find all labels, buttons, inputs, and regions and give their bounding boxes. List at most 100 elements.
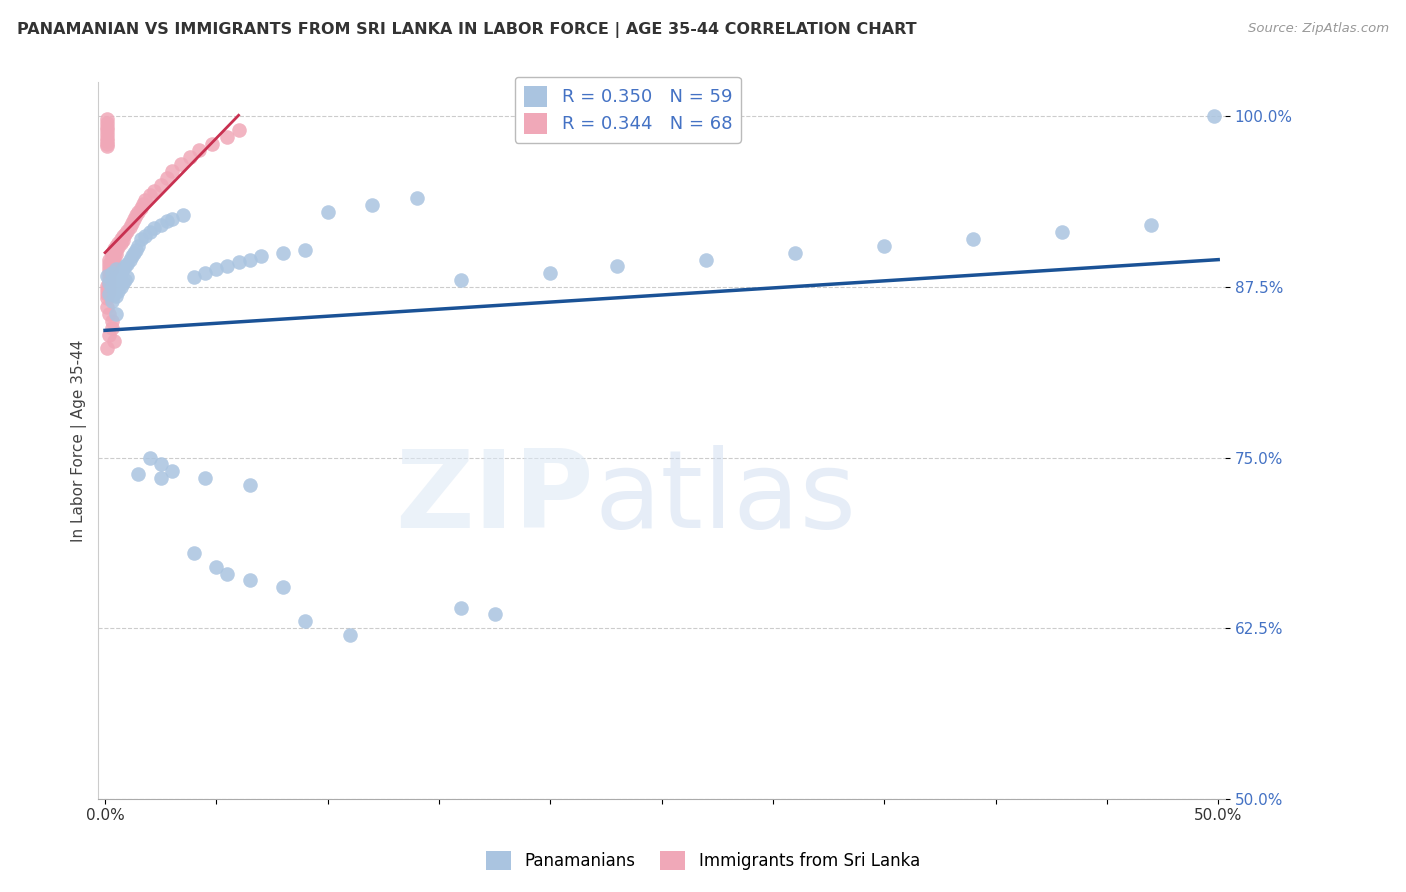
Point xyxy=(98,265,121,279)
Point xyxy=(98,285,121,300)
Point xyxy=(149,178,172,192)
Point xyxy=(117,257,139,271)
Point xyxy=(118,219,141,234)
Point xyxy=(239,574,262,588)
Point xyxy=(172,208,194,222)
Point xyxy=(96,120,118,135)
Point xyxy=(183,270,205,285)
Point xyxy=(695,252,717,267)
Text: Source: ZipAtlas.com: Source: ZipAtlas.com xyxy=(1249,22,1389,36)
Point xyxy=(149,458,172,472)
Point xyxy=(160,464,183,478)
Point xyxy=(98,277,121,292)
Point xyxy=(103,250,125,264)
Point xyxy=(450,600,472,615)
Point xyxy=(100,280,122,294)
Point xyxy=(127,467,149,481)
Point xyxy=(98,307,121,321)
Point xyxy=(111,262,134,277)
Point xyxy=(100,254,122,268)
Point xyxy=(114,227,136,241)
Point xyxy=(100,250,122,264)
Point xyxy=(111,276,134,290)
Point xyxy=(271,580,294,594)
Point xyxy=(98,257,121,271)
Point xyxy=(170,157,193,171)
Point xyxy=(96,116,118,130)
Point xyxy=(127,204,149,219)
Point xyxy=(339,628,361,642)
Point xyxy=(132,196,155,211)
Point xyxy=(228,255,250,269)
Point xyxy=(962,232,984,246)
Point xyxy=(105,243,128,257)
Point xyxy=(134,193,156,207)
Point xyxy=(239,252,262,267)
Point xyxy=(98,252,121,267)
Point xyxy=(103,242,125,256)
Point xyxy=(194,266,217,280)
Point xyxy=(96,131,118,145)
Point xyxy=(122,245,145,260)
Point xyxy=(1140,219,1163,233)
Point xyxy=(127,239,149,253)
Point xyxy=(96,283,118,297)
Point xyxy=(138,225,160,239)
Point xyxy=(98,260,121,275)
Point xyxy=(538,266,561,280)
Point xyxy=(138,450,160,465)
Point xyxy=(107,270,129,285)
Point xyxy=(239,478,262,492)
Point xyxy=(114,260,136,274)
Point xyxy=(294,615,316,629)
Point xyxy=(129,232,152,246)
Point xyxy=(125,243,148,257)
Point xyxy=(100,258,122,272)
Point xyxy=(98,268,121,283)
Point xyxy=(103,334,125,349)
Point xyxy=(271,245,294,260)
Point xyxy=(228,123,250,137)
Point xyxy=(117,270,139,285)
Point xyxy=(138,188,160,202)
Point xyxy=(156,214,179,228)
Point xyxy=(149,219,172,233)
Point xyxy=(105,262,128,277)
Point xyxy=(100,321,122,335)
Point xyxy=(96,268,118,283)
Point xyxy=(100,314,122,328)
Point xyxy=(122,211,145,226)
Legend: Panamanians, Immigrants from Sri Lanka: Panamanians, Immigrants from Sri Lanka xyxy=(479,844,927,877)
Point xyxy=(121,248,143,262)
Point xyxy=(105,247,128,261)
Point xyxy=(179,150,201,164)
Point xyxy=(96,301,118,315)
Point xyxy=(98,327,121,342)
Point xyxy=(1052,225,1074,239)
Point xyxy=(110,232,132,246)
Point xyxy=(160,164,183,178)
Y-axis label: In Labor Force | Age 35-44: In Labor Force | Age 35-44 xyxy=(72,339,87,541)
Text: PANAMANIAN VS IMMIGRANTS FROM SRI LANKA IN LABOR FORCE | AGE 35-44 CORRELATION C: PANAMANIAN VS IMMIGRANTS FROM SRI LANKA … xyxy=(17,22,917,38)
Legend: R = 0.350   N = 59, R = 0.344   N = 68: R = 0.350 N = 59, R = 0.344 N = 68 xyxy=(515,77,741,143)
Point xyxy=(111,229,134,244)
Point xyxy=(160,211,183,226)
Point xyxy=(183,546,205,560)
Point xyxy=(107,284,129,298)
Point xyxy=(96,278,118,293)
Point xyxy=(110,266,132,280)
Point xyxy=(96,341,118,355)
Point xyxy=(361,198,384,212)
Point xyxy=(134,229,156,244)
Point xyxy=(205,559,228,574)
Point xyxy=(316,204,339,219)
Text: atlas: atlas xyxy=(593,445,856,550)
Point xyxy=(96,112,118,126)
Point xyxy=(606,260,628,274)
Point xyxy=(187,144,209,158)
Point xyxy=(194,471,217,485)
Point xyxy=(111,234,134,248)
Point xyxy=(117,224,139,238)
Point xyxy=(143,221,166,235)
Point xyxy=(250,248,273,262)
